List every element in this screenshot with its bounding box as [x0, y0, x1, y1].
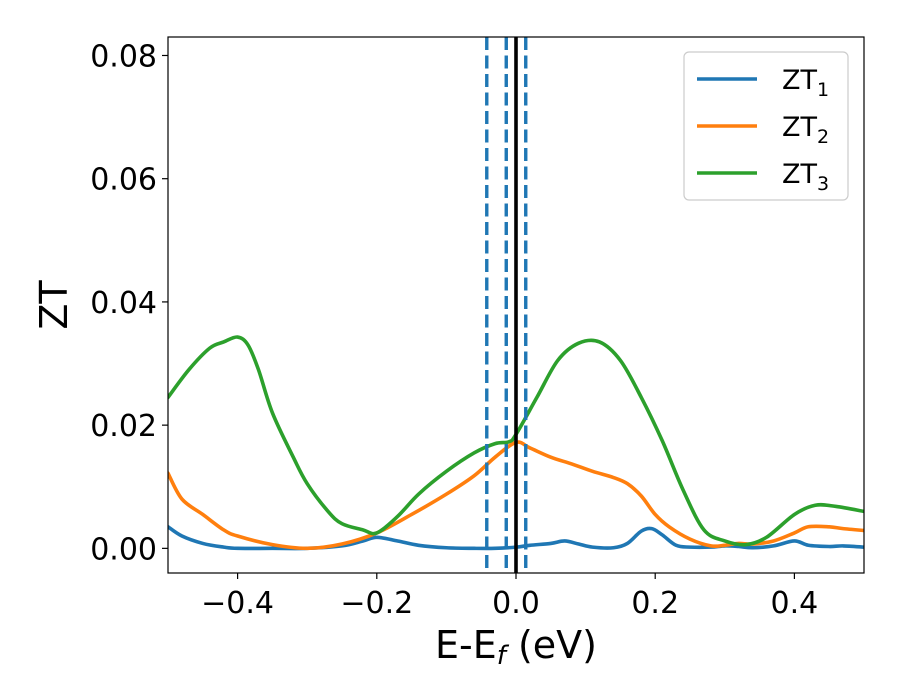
- y-tick-label: 0.00: [90, 532, 157, 567]
- legend-label-zt3: ZT3: [782, 159, 829, 195]
- y-tick-label: 0.02: [90, 409, 157, 444]
- legend-box: [683, 51, 849, 201]
- x-tick-label: −0.4: [201, 586, 274, 621]
- y-tick-label: 0.04: [90, 286, 157, 321]
- series-line-zt2: [168, 440, 864, 551]
- y-axis-label: ZT: [32, 280, 76, 330]
- y-tick-label: 0.08: [90, 39, 157, 74]
- legend-label-zt1: ZT1: [782, 65, 829, 101]
- legend: ZT1 ZT2 ZT3: [683, 51, 849, 201]
- legend-label-zt2: ZT2: [782, 112, 829, 148]
- y-tick-label: 0.06: [90, 163, 157, 198]
- x-tick-label: −0.2: [340, 586, 413, 621]
- series-line-zt3: [168, 335, 864, 547]
- y-axis-ticks: 0.00 0.02 0.04 0.06 0.08: [90, 39, 168, 567]
- x-tick-label: 0.2: [631, 586, 679, 621]
- series-layer: [168, 335, 864, 551]
- x-axis-ticks: −0.4 −0.2 0.0 0.2 0.4: [201, 573, 818, 621]
- vline-layer: [485, 37, 528, 573]
- x-tick-label: 0.4: [771, 586, 819, 621]
- x-axis-label: E-Ef (eV): [435, 623, 597, 671]
- x-tick-label: 0.0: [492, 586, 540, 621]
